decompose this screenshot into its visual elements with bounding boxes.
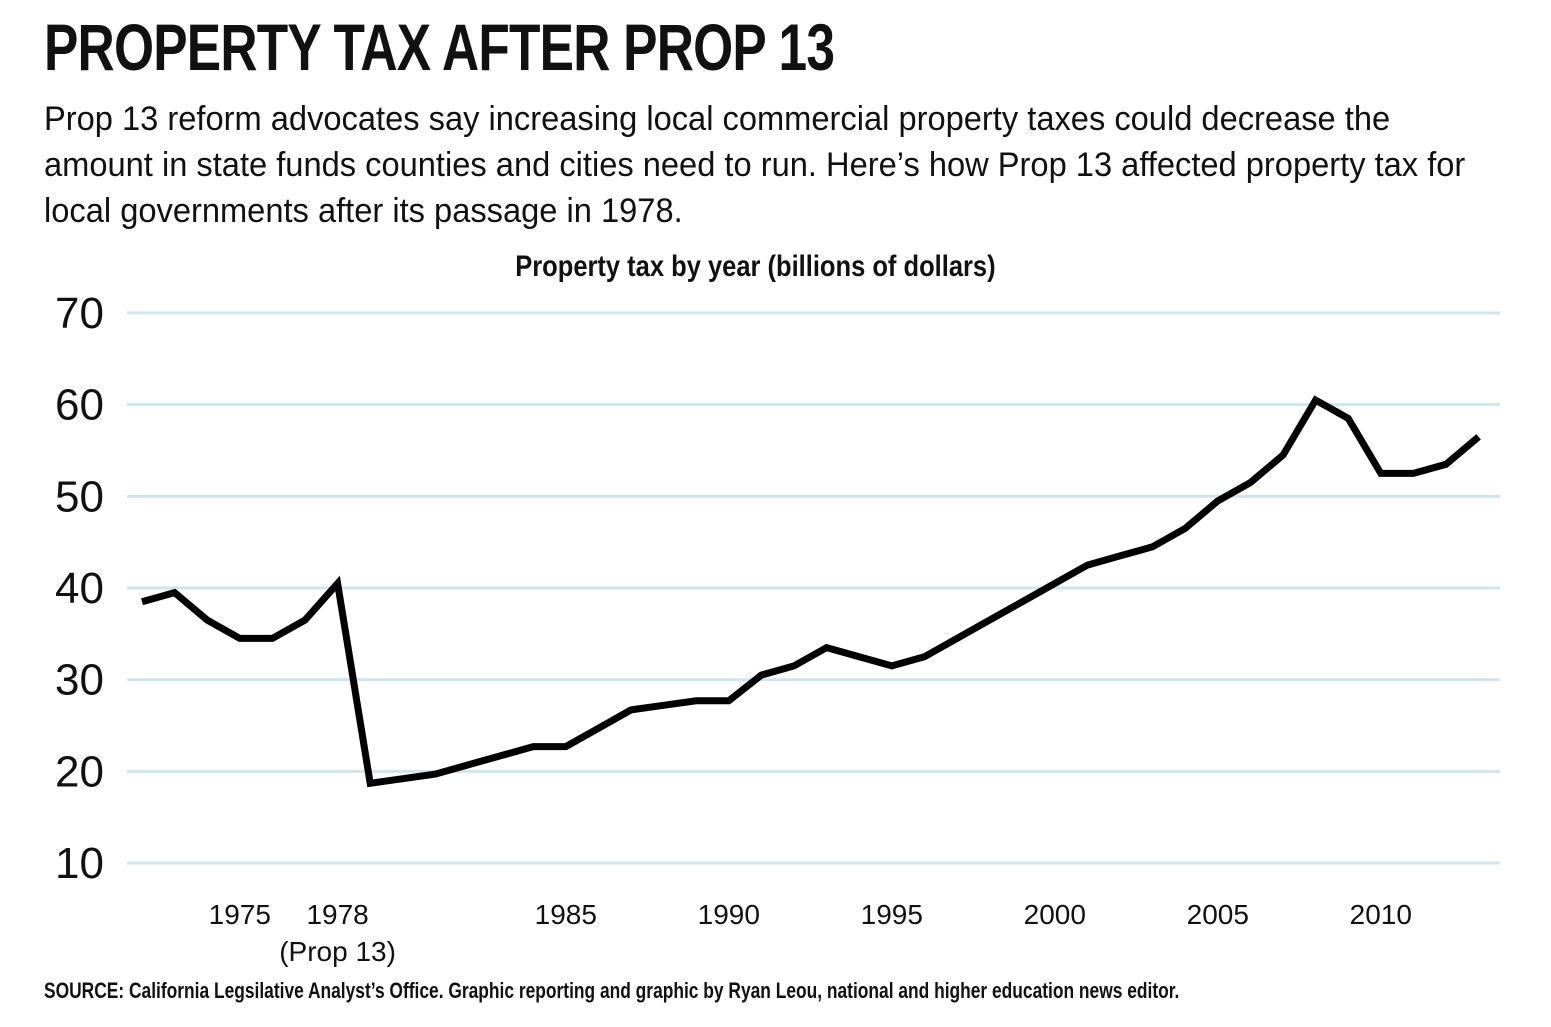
x-tick-label: 2010 bbox=[1350, 899, 1412, 930]
x-tick-label: 2005 bbox=[1187, 899, 1249, 930]
gridlines bbox=[127, 311, 1500, 865]
y-tick-label: 50 bbox=[55, 472, 104, 521]
y-tick-label: 60 bbox=[55, 381, 104, 430]
y-tick-label: 40 bbox=[55, 564, 104, 613]
x-tick-label: 1978 bbox=[306, 899, 368, 930]
x-tick-label: 1975 bbox=[209, 899, 271, 930]
x-tick-label: 1985 bbox=[535, 899, 597, 930]
page-title: PROPERTY TAX AFTER PROP 13 bbox=[44, 10, 835, 84]
y-tick-label: 70 bbox=[55, 289, 104, 338]
y-tick-label: 20 bbox=[55, 747, 104, 796]
x-tick-sublabel: (Prop 13) bbox=[279, 936, 396, 967]
x-tick-label: 1995 bbox=[861, 899, 923, 930]
x-tick-label: 2000 bbox=[1024, 899, 1086, 930]
y-tick-label: 10 bbox=[55, 839, 104, 888]
chart-title: Property tax by year (billions of dollar… bbox=[515, 250, 996, 283]
y-axis-ticks: 70 60 50 40 30 20 10 bbox=[55, 289, 104, 888]
intro-text: Prop 13 reform advocates say increasing … bbox=[44, 100, 1466, 230]
series-layer bbox=[141, 395, 1481, 788]
y-tick-label: 30 bbox=[55, 656, 104, 705]
x-tick-label: 1990 bbox=[698, 899, 760, 930]
x-axis-ticks: 1975 1978 (Prop 13) 1985 1990 1995 2000 2005 201… bbox=[209, 899, 1412, 967]
source-note: SOURCE: California Legsilative Analyst’s… bbox=[44, 978, 1180, 1003]
series-line-0 bbox=[141, 395, 1481, 788]
